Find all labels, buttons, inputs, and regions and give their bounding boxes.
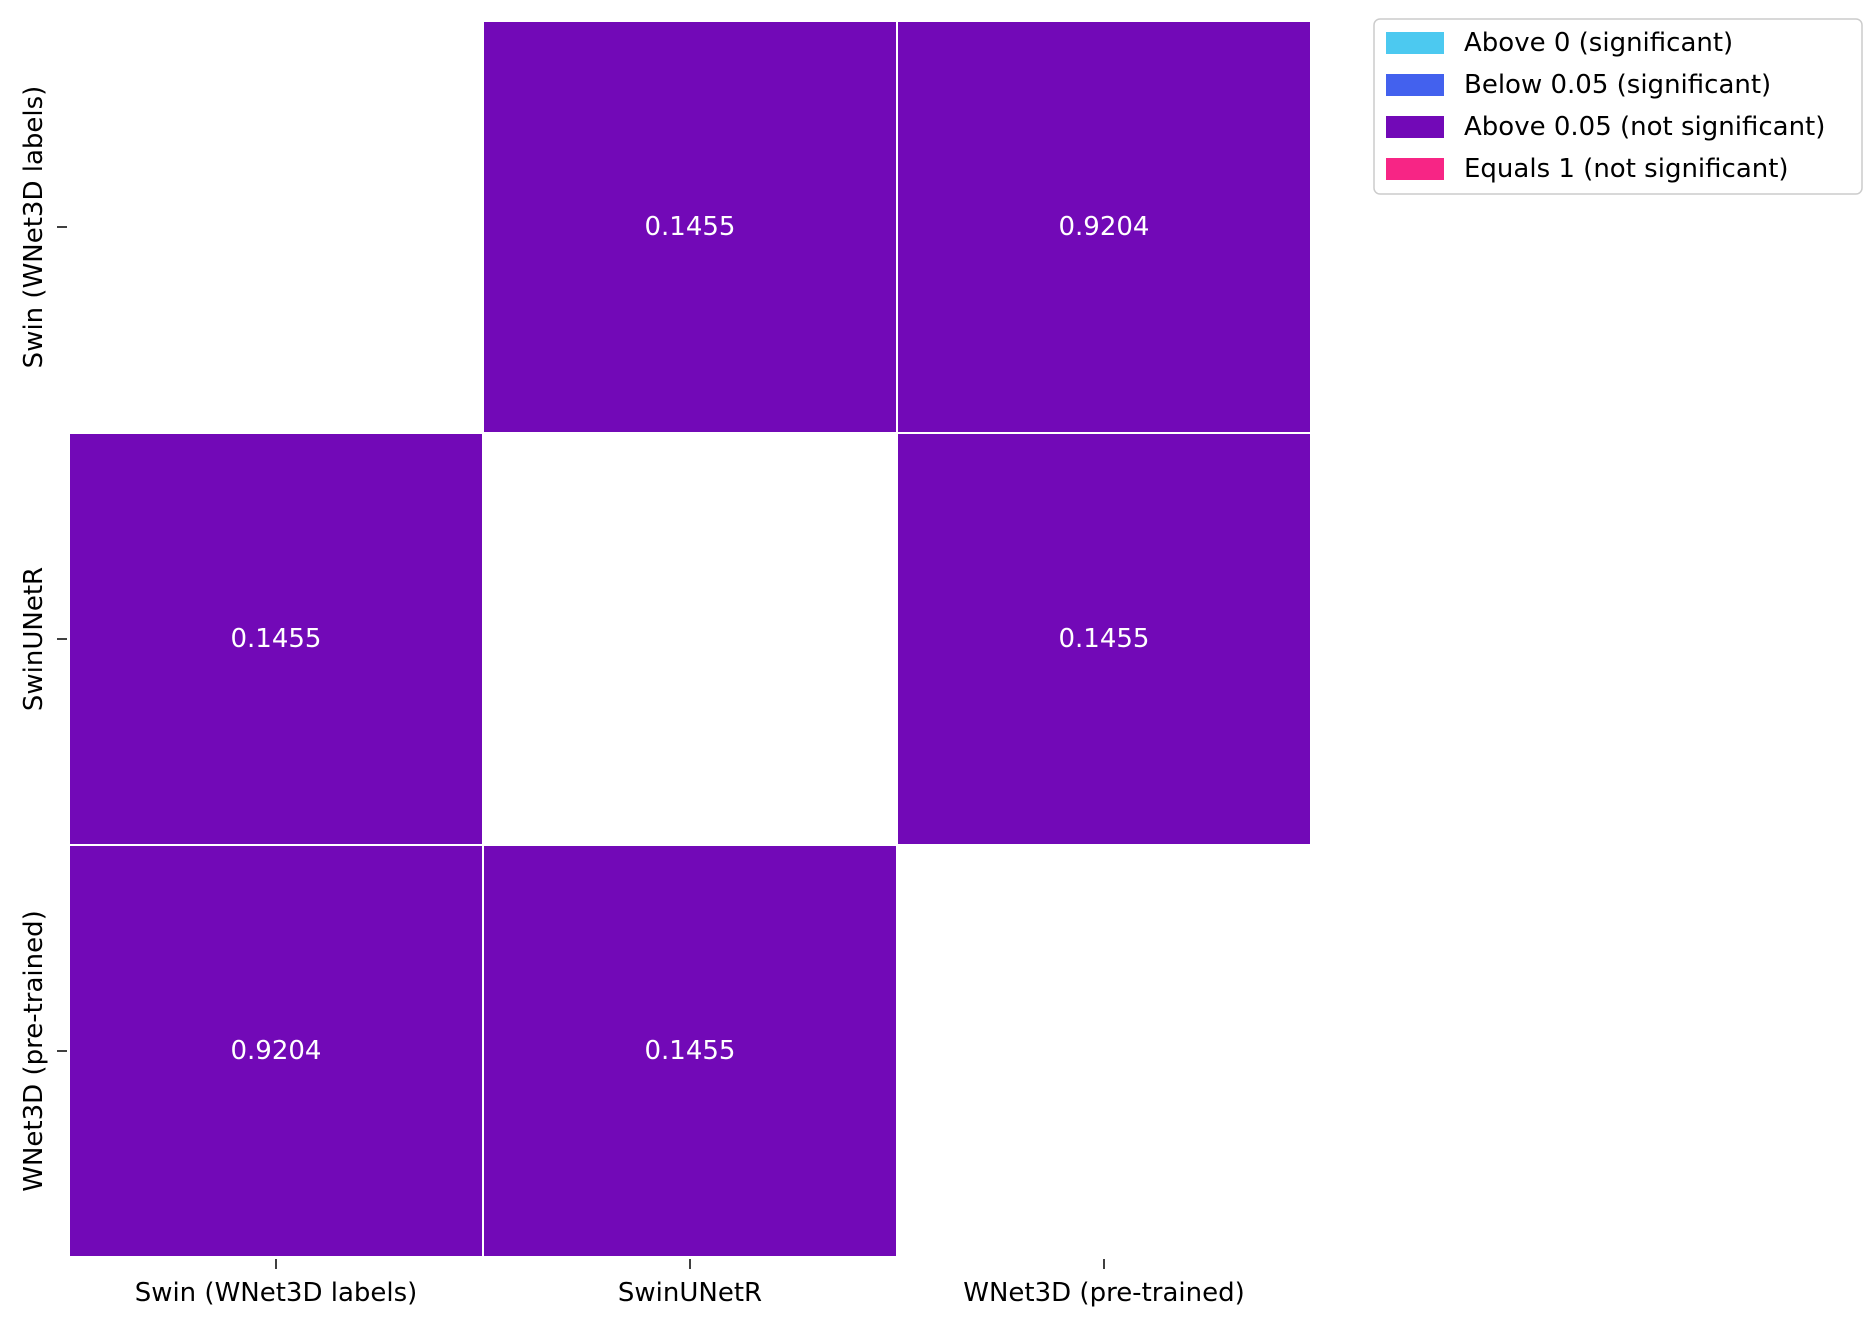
heatmap-cell [482, 844, 898, 1258]
y-tick-label: Swin (WNet3D labels) [19, 86, 49, 369]
x-tick-label: WNet3D (pre-trained) [963, 1278, 1244, 1308]
cell-value-label: 0.9204 [1059, 212, 1150, 242]
heatmap-cell [896, 432, 1312, 846]
heatmap-cell [68, 432, 484, 846]
legend-swatch [1386, 74, 1444, 96]
x-tick-label: SwinUNetR [618, 1278, 762, 1308]
legend-label: Equals 1 (not significant) [1464, 154, 1789, 184]
heatmap-cell [482, 20, 898, 434]
x-tick-label: Swin (WNet3D labels) [135, 1278, 418, 1308]
x-axis: Swin (WNet3D labels) SwinUNetR WNet3D (pre… [135, 1259, 1245, 1308]
heatmap-cell [896, 20, 1312, 434]
legend-label: Above 0 (significant) [1464, 28, 1733, 58]
heatmap-cell [68, 844, 484, 1258]
cell-value-label: 0.9204 [231, 1036, 322, 1066]
legend-label: Above 0.05 (not significant) [1464, 112, 1825, 142]
legend-swatch [1386, 32, 1444, 54]
y-axis: Swin (WNet3D labels) SwinUNetR WNet3D (pre… [19, 86, 67, 1192]
cell-value-label: 0.1455 [645, 212, 736, 242]
legend-swatch [1386, 116, 1444, 138]
legend: Above 0 (significant) Below 0.05 (signifi… [1373, 18, 1863, 195]
cell-value-label: 0.1455 [645, 1036, 736, 1066]
legend-box [1373, 18, 1863, 195]
legend-swatch [1386, 158, 1444, 180]
y-tick-label: SwinUNetR [19, 567, 49, 711]
cell-value-label: 0.1455 [1059, 624, 1150, 654]
cell-value-label: 0.1455 [231, 624, 322, 654]
legend-label: Below 0.05 (significant) [1464, 70, 1771, 100]
y-tick-label: WNet3D (pre-trained) [19, 910, 49, 1191]
heatmap-cells: 0.1455 0.9204 0.1455 0.1455 0.9204 0.1455 [68, 20, 1312, 1258]
